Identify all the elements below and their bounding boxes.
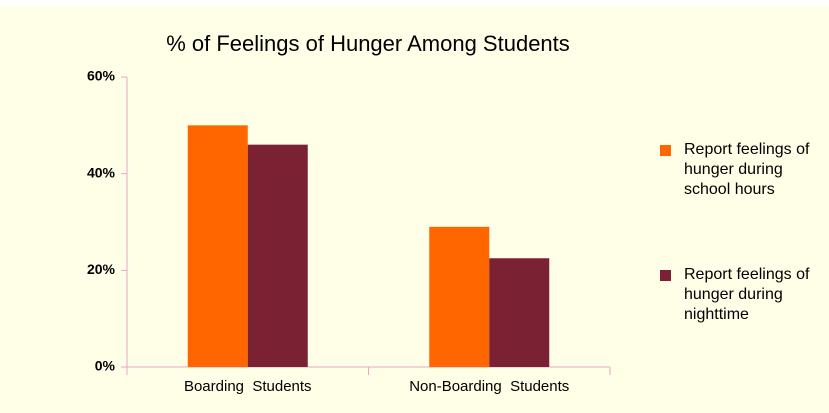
legend-swatch bbox=[660, 145, 671, 156]
legend-label: Report feelings of hunger during nightti… bbox=[684, 266, 810, 323]
legend-label: Report feelings of hunger during school … bbox=[684, 141, 810, 198]
bar bbox=[429, 226, 490, 367]
chart-title: % of Feelings of Hunger Among Students bbox=[166, 31, 570, 56]
bar bbox=[489, 258, 550, 367]
legend-item: Report feelings of hunger during nightti… bbox=[660, 265, 825, 325]
y-tick-label: 20% bbox=[87, 261, 116, 277]
x-tick-label: Non-Boarding Students bbox=[409, 378, 569, 395]
x-tick-label: Boarding Students bbox=[184, 378, 312, 395]
y-tick-label: 0% bbox=[95, 358, 116, 374]
top-band bbox=[0, 0, 829, 6]
legend-item: Report feelings of hunger during school … bbox=[660, 140, 825, 200]
bar bbox=[187, 125, 248, 367]
y-tick-label: 40% bbox=[87, 164, 116, 180]
bar bbox=[247, 144, 308, 367]
legend-swatch bbox=[660, 270, 671, 281]
y-tick-label: 60% bbox=[87, 68, 116, 84]
